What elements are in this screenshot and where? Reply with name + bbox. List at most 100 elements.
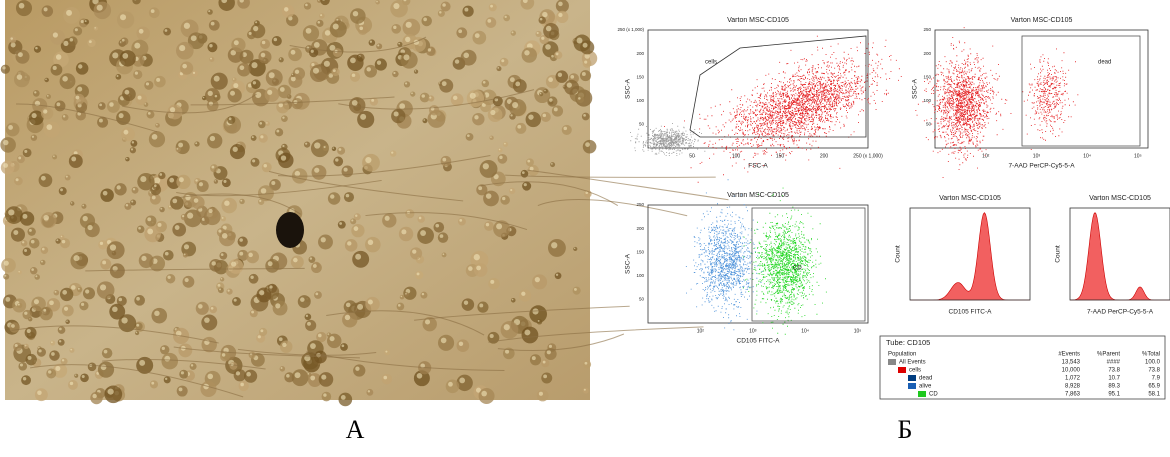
cell-highlight	[504, 142, 506, 145]
cell-highlight	[541, 36, 545, 40]
cell-highlight	[280, 155, 287, 161]
cell-cluster	[573, 246, 578, 252]
cell-highlight	[59, 327, 62, 331]
cell-cluster	[3, 273, 10, 280]
plot-title: Varton MSC-CD105	[939, 195, 1001, 202]
cell-highlight	[3, 163, 9, 168]
cell-cluster	[433, 221, 445, 233]
cell-cluster	[116, 295, 127, 306]
cell-highlight	[551, 162, 553, 165]
cell-highlight	[221, 217, 224, 219]
cell-highlight	[367, 390, 371, 393]
cell-highlight	[584, 361, 588, 365]
cell-cluster	[381, 373, 393, 385]
x-tick-label: 10²	[697, 328, 705, 334]
cell-highlight	[147, 217, 152, 222]
cell-highlight	[509, 77, 515, 83]
cell-highlight	[139, 359, 146, 366]
cell-cluster	[228, 258, 244, 274]
cell-highlight	[291, 73, 294, 76]
cell-highlight	[365, 156, 372, 164]
cell-highlight	[367, 239, 374, 246]
cell-highlight	[574, 287, 577, 291]
cell-cluster	[555, 70, 569, 83]
cell-highlight	[122, 53, 129, 59]
cell-highlight	[479, 303, 484, 308]
cell-highlight	[463, 300, 469, 305]
cell-cluster	[159, 206, 165, 213]
cell-highlight	[251, 310, 254, 314]
y-tick-label: 250	[636, 202, 644, 207]
cell-highlight	[383, 375, 388, 380]
cell-highlight	[198, 182, 204, 187]
cell-cluster	[137, 173, 155, 191]
cell-highlight	[208, 10, 211, 13]
cell-cluster	[182, 275, 195, 288]
cell-highlight	[416, 272, 420, 276]
cell-cluster	[479, 159, 498, 178]
cell-cluster	[227, 115, 236, 124]
cell-cluster	[290, 255, 304, 269]
cell-highlight	[18, 271, 20, 273]
cell-highlight	[545, 25, 552, 32]
cell-highlight	[51, 341, 53, 344]
cell-highlight	[566, 82, 572, 88]
cell-cluster	[331, 67, 340, 77]
table-cell: 89.3	[1108, 384, 1120, 390]
cell-cluster	[465, 132, 474, 141]
cell-cluster	[17, 270, 22, 275]
cell-highlight	[55, 365, 61, 371]
cell-highlight	[214, 180, 216, 182]
cell-highlight	[429, 96, 432, 99]
cell-highlight	[141, 255, 147, 262]
cell-cluster	[209, 258, 223, 272]
cell-highlight	[458, 29, 463, 34]
plot-title: Varton MSC-CD105	[727, 17, 789, 24]
cell-highlight	[10, 37, 13, 40]
cell-cluster	[165, 273, 176, 284]
cell-highlight	[332, 23, 339, 30]
cell-highlight	[583, 388, 586, 391]
cell-highlight	[351, 73, 356, 78]
cell-cluster	[472, 30, 487, 45]
cell-highlight	[92, 393, 97, 399]
cell-highlight	[542, 11, 548, 18]
cell-cluster	[145, 215, 157, 227]
cell-highlight	[183, 22, 191, 29]
cell-cluster	[441, 252, 447, 258]
cell-highlight	[239, 65, 245, 71]
cell-highlight	[103, 349, 108, 354]
cell-highlight	[385, 350, 388, 353]
cell-cluster	[136, 26, 150, 41]
cell-cluster	[421, 15, 432, 27]
cell-highlight	[510, 188, 513, 192]
cell-highlight	[276, 129, 280, 133]
cell-cluster	[131, 186, 139, 194]
cell-highlight	[250, 275, 254, 280]
cell-cluster	[288, 47, 302, 62]
cell-cluster	[73, 26, 83, 36]
y-axis-label: Count	[895, 245, 902, 263]
cell-cluster	[250, 135, 257, 141]
cell-highlight	[169, 177, 175, 183]
cell-cluster	[536, 389, 549, 402]
cell-cluster	[473, 263, 488, 277]
cell-highlight	[134, 71, 138, 75]
cell-highlight	[54, 290, 57, 293]
cell-highlight	[82, 204, 85, 207]
cell-highlight	[551, 54, 554, 58]
cell-highlight	[290, 76, 296, 82]
cell-highlight	[305, 142, 308, 145]
table-header: Population	[888, 352, 916, 358]
cell-cluster	[208, 19, 220, 31]
cell-highlight	[268, 72, 275, 79]
cell-highlight	[329, 44, 336, 51]
cell-cluster	[87, 362, 97, 372]
cell-cluster	[259, 327, 268, 337]
table-cell: 95.1	[1108, 392, 1120, 398]
gate-label: dead	[1098, 60, 1111, 66]
cell-highlight	[563, 126, 568, 131]
cell-cluster	[209, 305, 218, 314]
cell-cluster	[133, 69, 143, 80]
cell-highlight	[511, 31, 514, 34]
